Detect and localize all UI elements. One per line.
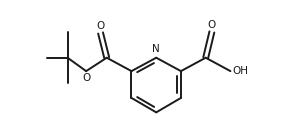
Text: OH: OH: [232, 66, 249, 76]
Text: O: O: [97, 21, 105, 31]
Text: O: O: [208, 20, 216, 30]
Text: O: O: [82, 73, 90, 83]
Text: N: N: [152, 44, 160, 54]
